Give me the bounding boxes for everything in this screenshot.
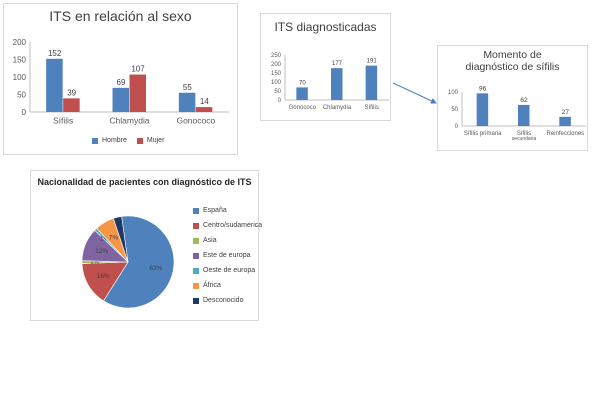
legend-item-este-de-europa: Este de europa xyxy=(193,252,250,259)
data-label-sifilis-hombre: 152 xyxy=(48,49,62,58)
x-tick-label: Gonococo xyxy=(289,105,317,111)
bar-sifilis xyxy=(365,65,378,100)
legend-item-espana: España xyxy=(193,207,227,214)
bar-gonococo xyxy=(296,87,308,100)
pie-label-espana: 63% xyxy=(149,265,162,272)
data-label-sifilis-mujer: 39 xyxy=(67,88,76,97)
chart-title-nacionalidad: Nacionalidad de pacientes con diagnóstic… xyxy=(37,177,252,187)
bar-sifilis-mujer xyxy=(63,98,80,112)
x-tick-label: secundaria xyxy=(512,136,537,142)
legend-item-centro-sudamerica: Centro/sudamerica xyxy=(193,222,262,229)
x-tick-label: Gonococo xyxy=(176,116,215,126)
chart-panel-its-sexo: ITS en relación al sexo 0 50 100 150 200 152 3… xyxy=(3,3,238,155)
chart-plot-its-sexo: 0 50 100 150 200 152 39 Sífilis 69 107 Chlamydia 55… xyxy=(13,38,229,126)
legend-label-desconocido: Desconocido xyxy=(203,297,244,304)
pie-label-centro-sudamerica: 16% xyxy=(97,273,110,280)
data-label-gonococo-mujer: 14 xyxy=(200,97,209,106)
chart-panel-momento-diagnostico: Momento de diagnóstico de sífilis 0 50 100… xyxy=(437,45,588,151)
legend-item-oeste-de-europa: Oeste de europa xyxy=(193,267,255,274)
legend-swatch-africa xyxy=(193,282,199,289)
bar-chlamydia-hombre xyxy=(112,87,129,112)
legend-item-asia: Asia xyxy=(193,237,217,244)
legend-swatch-asia xyxy=(193,237,199,244)
y-tick-label: 150 xyxy=(271,71,282,77)
legend-swatch-espana xyxy=(193,207,199,214)
legend-swatch-mujer xyxy=(136,137,143,144)
legend-label-este-de-europa: Este de europa xyxy=(203,252,251,259)
legend-swatch-oeste-de-europa xyxy=(193,267,199,274)
data-label-chlamydia-mujer: 107 xyxy=(131,65,145,74)
legend-its-sexo: Hombre Mujer xyxy=(92,137,164,144)
legend-item-desconocido: Desconocido xyxy=(193,297,243,304)
x-tick-label: Chlamydia xyxy=(323,105,352,111)
legend-item-africa: África xyxy=(193,282,221,289)
legend-label-oeste-de-europa: Oeste de europa xyxy=(203,267,256,274)
chart-panel-its-diagnosticadas: ITS diagnosticadas 0 50 100 150 200 250 70 Gono… xyxy=(260,13,391,121)
y-tick-label: 100 xyxy=(448,90,459,96)
x-tick-label: Chlamydia xyxy=(109,116,149,126)
legend-label-asia: Asia xyxy=(203,237,217,244)
bar-sifilis-secundaria xyxy=(518,104,530,126)
x-tick-label: Sífilis primaria xyxy=(464,131,502,137)
legend-swatch-centro-sudamerica xyxy=(193,222,199,229)
data-label-gonococo-hombre: 55 xyxy=(183,83,192,92)
y-tick-label: 50 xyxy=(451,107,458,113)
data-label-sifilis: 191 xyxy=(367,59,378,65)
bar-chlamydia xyxy=(331,68,343,100)
chart-plot-momento-diagnostico: 0 50 100 96 Sífilis primaria 62 Sífilissecunda… xyxy=(448,85,586,142)
data-label-gonococo: 70 xyxy=(299,80,306,86)
y-tick-label: 100 xyxy=(13,73,27,82)
pie-label-oeste-de-europa: 1% xyxy=(100,235,110,242)
legend-label-centro-sudamerica: Centro/sudamerica xyxy=(203,222,263,229)
data-label-reinfecciones: 27 xyxy=(562,109,570,116)
bar-gonococo-mujer xyxy=(195,107,213,112)
y-tick-label: 200 xyxy=(13,38,27,47)
legend-swatch-este-de-europa xyxy=(193,252,199,259)
bar-gonococo-hombre xyxy=(178,92,196,112)
data-label-sifilis-primaria: 96 xyxy=(479,85,487,92)
chart-title-momento-diagnostico: Momento de diagnóstico de sífilis xyxy=(465,49,560,73)
bar-chlamydia-mujer xyxy=(129,74,146,112)
chart-title-its-diagnosticadas: ITS diagnosticadas xyxy=(274,20,377,34)
y-tick-label: 50 xyxy=(17,90,26,99)
data-label-chlamydia-hombre: 69 xyxy=(117,78,126,87)
legend-swatch-desconocido xyxy=(193,297,199,304)
y-tick-label: 0 xyxy=(455,124,459,130)
pie-label-asia: 1% xyxy=(90,259,100,266)
legend-swatch-hombre xyxy=(92,137,98,144)
pie-label-africa: 7% xyxy=(109,234,119,241)
chart-panel-nacionalidad: Nacionalidad de pacientes con diagnóstic… xyxy=(30,170,262,321)
y-tick-label: 0 xyxy=(278,98,282,104)
y-tick-label: 50 xyxy=(274,89,281,95)
pie-slice-desconocido xyxy=(113,216,129,263)
chart-plot-its-diagnosticadas: 0 50 100 150 200 250 70 Gonococo 177 Chlamydia 191… xyxy=(271,53,389,111)
y-tick-label: 0 xyxy=(22,108,27,117)
legend-label-hombre: Hombre xyxy=(102,137,127,144)
x-tick-label: Sífilis xyxy=(364,105,378,111)
y-tick-label: 200 xyxy=(271,62,282,68)
bar-sifilis-hombre xyxy=(46,58,63,112)
y-tick-label: 150 xyxy=(13,55,27,64)
connector-arrow-line xyxy=(392,82,437,104)
x-tick-label: Sífilis xyxy=(53,116,73,126)
y-tick-label: 250 xyxy=(271,53,282,59)
data-label-sifilis-secundaria: 62 xyxy=(520,97,528,104)
bar-reinfecciones xyxy=(559,116,571,126)
y-tick-label: 100 xyxy=(271,80,282,86)
pie-slice-espana xyxy=(103,215,175,309)
chart-title-its-sexo: ITS en relación al sexo xyxy=(49,8,192,24)
data-label-chlamydia: 177 xyxy=(332,61,343,67)
bar-sifilis-primaria xyxy=(476,93,489,126)
x-tick-label: Reinfecciones xyxy=(546,131,584,137)
legend-label-mujer: Mujer xyxy=(146,137,165,144)
legend-label-espana: España xyxy=(203,207,227,214)
legend-label-africa: África xyxy=(203,282,221,289)
pie-label-este-de-europa: 12% xyxy=(95,248,108,255)
chart-plot-nacionalidad: 63%16%1%12%1% 7% xyxy=(81,215,175,309)
x-tick-label: Sífilis xyxy=(517,131,531,137)
